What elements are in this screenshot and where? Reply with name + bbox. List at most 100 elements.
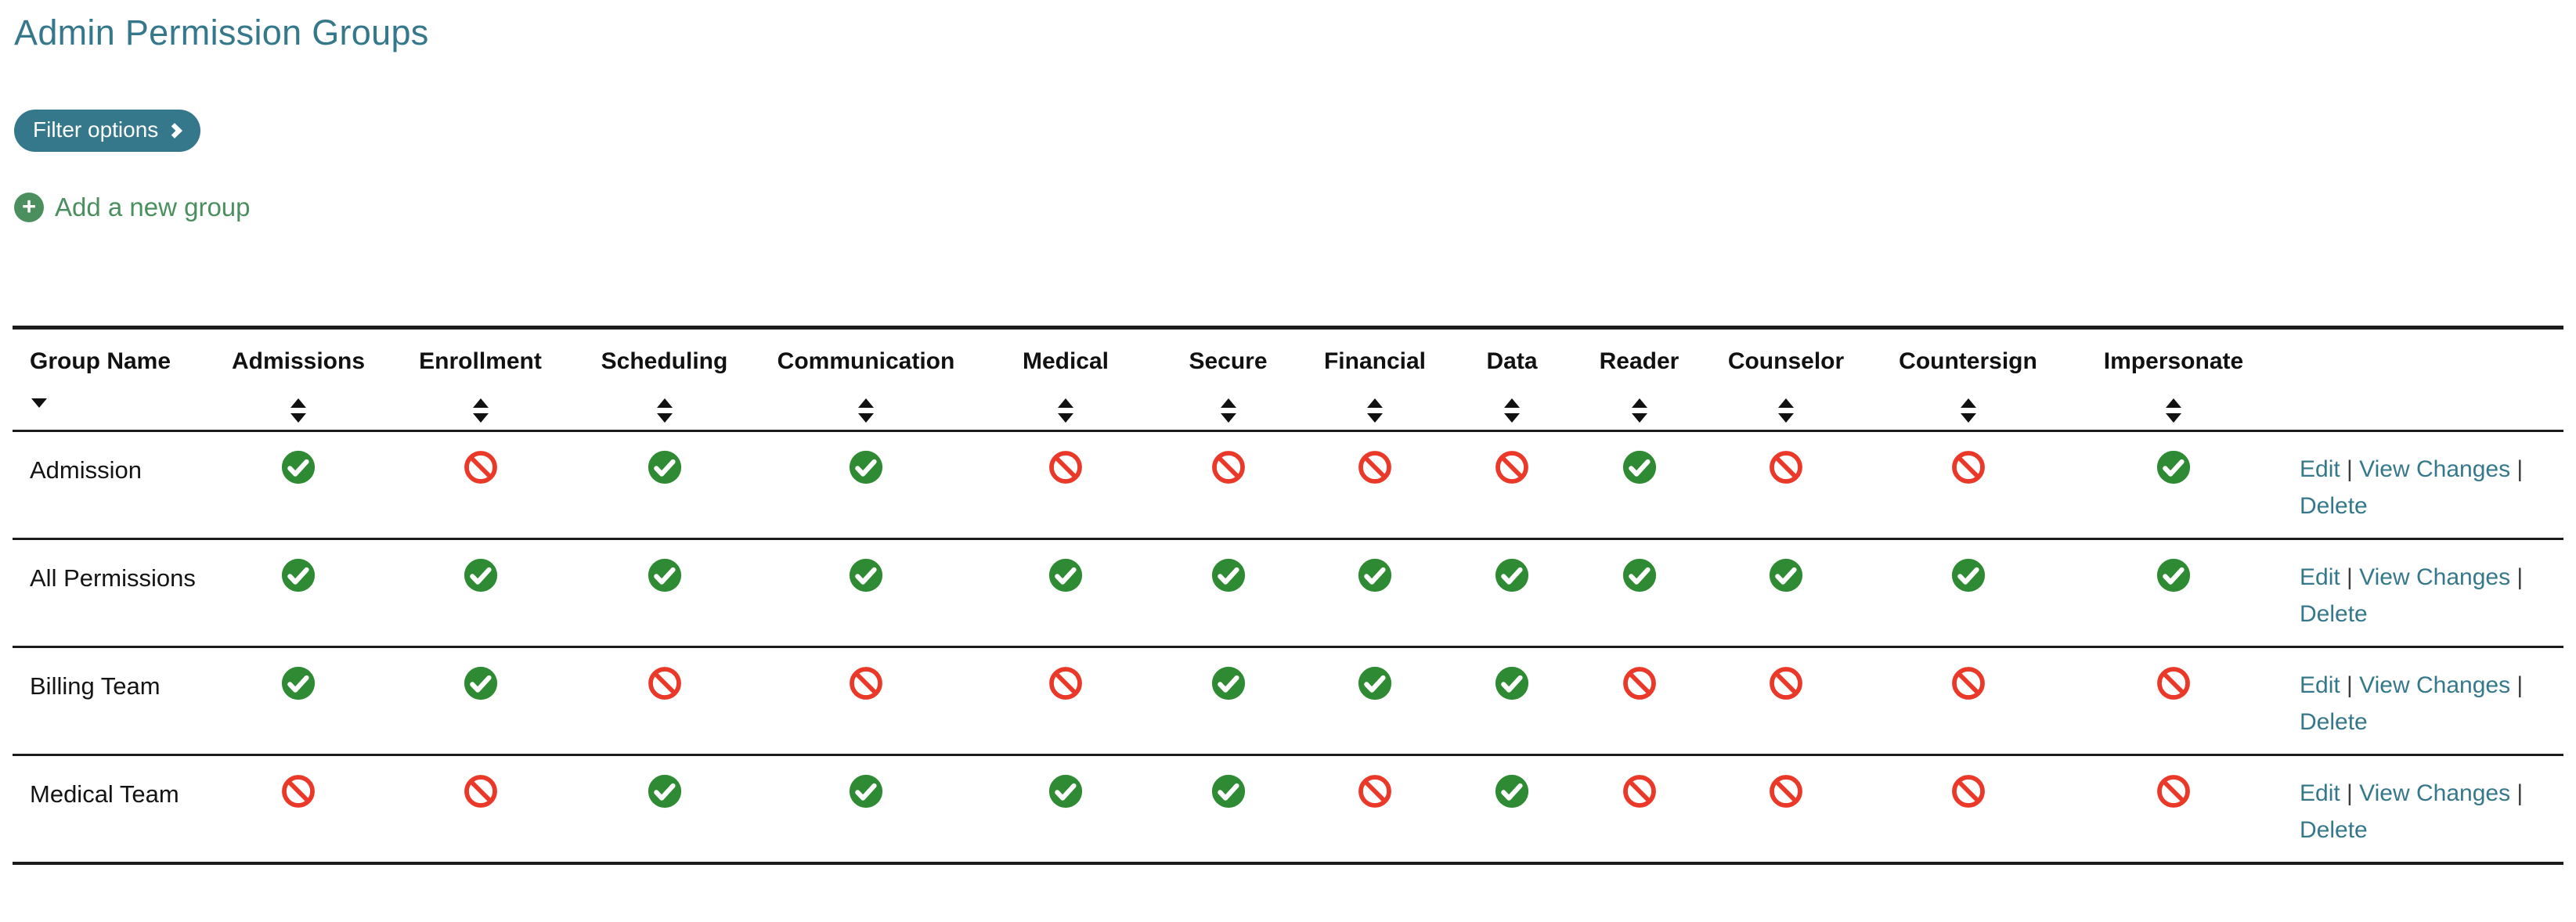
permission-cell-financial: [1301, 431, 1449, 539]
group-name-cell: Admission: [30, 456, 142, 484]
column-header-secure[interactable]: Secure: [1156, 328, 1301, 431]
actions-cell: Edit | View Changes | Delete: [2279, 647, 2563, 755]
column-header-scheduling[interactable]: Scheduling: [572, 328, 756, 431]
permission-cell-enrollment: [388, 755, 572, 863]
column-header-reader[interactable]: Reader: [1575, 328, 1704, 431]
permission-cell-scheduling: [572, 431, 756, 539]
action-separator: |: [2510, 456, 2524, 482]
prohibited-icon: [1211, 451, 1245, 484]
group-name-cell: Billing Team: [30, 672, 161, 700]
permission-cell-medical: [976, 431, 1156, 539]
triangle-up: [1504, 398, 1520, 408]
permission-cell-counselor: [1704, 431, 1868, 539]
column-header-communication[interactable]: Communication: [756, 328, 976, 431]
permission-cell-data: [1449, 755, 1575, 863]
permission-cell-communication: [756, 755, 976, 863]
edit-link[interactable]: Edit: [2300, 780, 2340, 806]
column-header-countersign[interactable]: Countersign: [1868, 328, 2068, 431]
triangle-up: [1778, 398, 1794, 408]
sort-descending-icon: [31, 398, 207, 408]
sort-toggle-icon: [1301, 398, 1449, 423]
prohibited-icon: [2157, 667, 2190, 700]
permission-cell-reader: [1575, 431, 1704, 539]
sort-toggle-icon: [1705, 398, 1867, 423]
permission-cell-communication: [756, 647, 976, 755]
sort-toggle-icon: [1869, 398, 2067, 423]
group-name-cell: Medical Team: [30, 780, 179, 808]
column-header-financial[interactable]: Financial: [1301, 328, 1449, 431]
permission-cell-financial: [1301, 755, 1449, 863]
triangle-down: [1220, 413, 1236, 423]
permission-cell-financial: [1301, 539, 1449, 647]
sort-toggle-icon: [1450, 398, 1574, 423]
triangle-up: [1220, 398, 1236, 408]
triangle-down: [1058, 413, 1073, 423]
check-icon: [1211, 666, 1245, 701]
plus-circle-icon: +: [14, 193, 44, 222]
column-header-label: Secure: [1189, 348, 1268, 374]
view-changes-link[interactable]: View Changes: [2359, 564, 2511, 590]
triangle-up: [1058, 398, 1073, 408]
page: Admin Permission Groups Filter options +…: [0, 13, 2576, 865]
column-header-label: Reader: [1599, 348, 1679, 374]
column-header-label: Countersign: [1899, 348, 2037, 374]
column-header-label: Financial: [1323, 348, 1427, 374]
edit-link[interactable]: Edit: [2300, 564, 2340, 590]
delete-link[interactable]: Delete: [2300, 493, 2368, 519]
add-group-link[interactable]: + Add a new group: [14, 193, 251, 222]
check-icon: [1358, 558, 1392, 592]
permission-cell-countersign: [1868, 431, 2068, 539]
prohibited-icon: [1049, 451, 1082, 484]
triangle-up: [656, 398, 673, 408]
column-header-enrollment[interactable]: Enrollment: [388, 328, 572, 431]
actions-cell: Edit | View Changes | Delete: [2279, 431, 2563, 539]
check-icon: [1495, 558, 1529, 592]
permission-cell-impersonate: [2068, 431, 2279, 539]
check-icon: [1951, 558, 1985, 592]
edit-link[interactable]: Edit: [2300, 456, 2340, 482]
permission-cell-secure: [1156, 647, 1301, 755]
check-icon: [849, 558, 883, 592]
filter-options-button[interactable]: Filter options: [14, 110, 201, 152]
check-icon: [1048, 774, 1083, 809]
column-header-counselor[interactable]: Counselor: [1704, 328, 1868, 431]
triangle-down: [1631, 413, 1647, 423]
prohibited-icon: [1049, 667, 1082, 700]
sort-toggle-icon: [1575, 398, 1703, 423]
prohibited-icon: [1770, 451, 1802, 484]
sort-toggle-icon: [1156, 398, 1300, 423]
column-header-medical[interactable]: Medical: [976, 328, 1156, 431]
permission-cell-medical: [976, 647, 1156, 755]
permission-cell-enrollment: [388, 431, 572, 539]
view-changes-link[interactable]: View Changes: [2359, 780, 2511, 806]
prohibited-icon: [464, 775, 497, 808]
check-icon: [849, 450, 883, 484]
permission-cell-medical: [976, 755, 1156, 863]
check-icon: [464, 558, 497, 592]
column-header-group-name[interactable]: Group Name: [13, 328, 208, 431]
edit-link[interactable]: Edit: [2300, 672, 2340, 698]
check-icon: [1622, 558, 1656, 592]
view-changes-link[interactable]: View Changes: [2359, 672, 2511, 698]
prohibited-icon: [464, 451, 497, 484]
column-header-admissions[interactable]: Admissions: [208, 328, 388, 431]
column-header-data[interactable]: Data: [1449, 328, 1575, 431]
sort-toggle-icon: [209, 398, 388, 423]
permission-cell-medical: [976, 539, 1156, 647]
triangle-down: [1367, 413, 1383, 423]
page-title: Admin Permission Groups: [14, 13, 429, 52]
column-header-impersonate[interactable]: Impersonate: [2068, 328, 2279, 431]
prohibited-icon: [282, 775, 315, 808]
prohibited-icon: [1770, 775, 1802, 808]
check-icon: [1211, 774, 1245, 809]
delete-link[interactable]: Delete: [2300, 601, 2368, 627]
delete-link[interactable]: Delete: [2300, 709, 2368, 735]
check-icon: [464, 666, 497, 701]
permission-cell-admissions: [208, 539, 388, 647]
prohibited-icon: [1770, 667, 1802, 700]
permission-cell-secure: [1156, 431, 1301, 539]
sort-toggle-icon: [976, 398, 1155, 423]
view-changes-link[interactable]: View Changes: [2359, 456, 2511, 482]
delete-link[interactable]: Delete: [2300, 817, 2368, 843]
permission-cell-secure: [1156, 755, 1301, 863]
